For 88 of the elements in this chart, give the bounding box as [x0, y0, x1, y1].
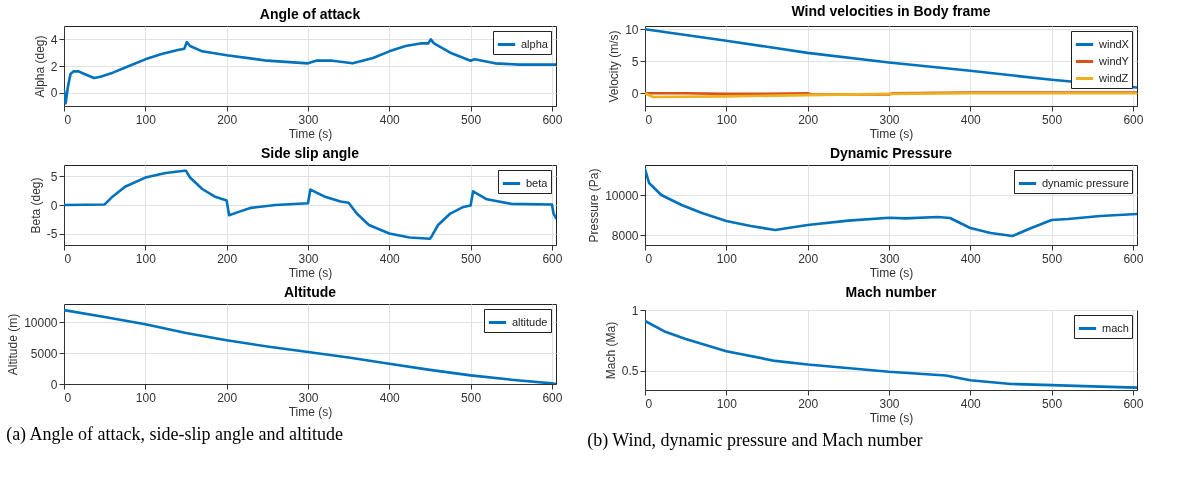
x-axis-title: Time (s) — [869, 410, 914, 425]
x-tick-label: 400 — [379, 251, 401, 266]
y-tick-label: 4 — [50, 32, 58, 47]
x-axis-title: Time (s) — [869, 265, 914, 280]
chart-title: Wind velocities in Body frame — [791, 3, 991, 20]
x-tick-label: 600 — [1123, 396, 1144, 411]
y-tick-label: 0 — [50, 198, 58, 213]
x-tick-label: 100 — [135, 251, 157, 266]
x-tick-label: 400 — [379, 390, 401, 405]
chart-title: Mach number — [845, 284, 938, 300]
x-axis-title: Time (s) — [288, 126, 333, 141]
x-tick-label: 400 — [960, 251, 982, 266]
y-tick-label: -5 — [46, 227, 58, 242]
x-tick-label: 0 — [64, 251, 72, 266]
x-axis-title: Time (s) — [869, 126, 914, 141]
x-tick-label: 0 — [645, 251, 653, 266]
x-tick-label: 500 — [461, 390, 482, 405]
legend-label: beta — [526, 176, 549, 189]
y-axis-title: Mach (Ma) — [603, 321, 618, 380]
x-tick-label: 400 — [960, 112, 982, 127]
y-tick-label: 8000 — [611, 228, 639, 243]
y-tick-label: 5000 — [30, 346, 58, 361]
chart-title: Altitude — [283, 284, 337, 300]
x-tick-label: 100 — [135, 112, 157, 127]
legend-label: alpha — [521, 37, 549, 50]
legend-label: dynamic pressure — [1042, 176, 1129, 189]
y-axis-title: Alpha (deg) — [32, 35, 47, 98]
x-tick-label: 600 — [1123, 112, 1144, 127]
y-tick-label: 2 — [50, 59, 58, 74]
legend-label: windZ — [1098, 71, 1129, 84]
legend-label: mach — [1102, 321, 1129, 334]
x-tick-label: 600 — [1123, 251, 1144, 266]
x-tick-label: 200 — [798, 251, 819, 266]
line-series — [64, 169, 556, 241]
x-tick-label: 500 — [1042, 112, 1063, 127]
legend-label: windY — [1098, 54, 1130, 67]
y-axis-title: Altitude (m) — [6, 313, 21, 376]
x-tick-label: 0 — [645, 112, 653, 127]
x-tick-label: 0 — [645, 396, 653, 411]
y-tick-label: 10 — [625, 22, 639, 37]
x-tick-label: 600 — [542, 251, 563, 266]
x-tick-label: 200 — [798, 112, 819, 127]
y-tick-label: 0 — [50, 86, 58, 101]
x-tick-label: 0 — [64, 390, 72, 405]
y-tick-label: 0.5 — [621, 364, 639, 379]
line-series — [645, 167, 1137, 238]
y-tick-label: 0 — [631, 86, 639, 101]
x-tick-label: 500 — [461, 251, 482, 266]
x-tick-label: 100 — [716, 112, 738, 127]
chart-title: Angle of attack — [259, 6, 361, 22]
y-tick-label: 5 — [631, 54, 639, 69]
y-tick-label: 1 — [631, 303, 639, 318]
y-axis-title: Velocity (m/s) — [607, 30, 622, 103]
x-tick-label: 300 — [298, 112, 319, 127]
x-tick-label: 200 — [217, 390, 238, 405]
x-tick-label: 0 — [64, 112, 72, 127]
x-axis-title: Time (s) — [288, 265, 333, 280]
y-tick-label: 10000 — [24, 315, 58, 330]
text: (b) Wind, dynamic pressure and Mach number — [587, 429, 923, 451]
x-tick-label: 100 — [716, 396, 738, 411]
x-tick-label: 200 — [798, 396, 819, 411]
y-axis-title: Beta (deg) — [28, 177, 43, 234]
x-tick-label: 300 — [879, 251, 900, 266]
x-tick-label: 600 — [542, 112, 563, 127]
y-axis-title: Pressure (Pa) — [587, 168, 602, 243]
x-tick-label: 500 — [1042, 251, 1063, 266]
chart-title: Dynamic Pressure — [829, 145, 953, 161]
x-tick-label: 300 — [298, 251, 319, 266]
x-axis-title: Time (s) — [288, 404, 333, 419]
x-tick-label: 300 — [879, 112, 900, 127]
x-tick-label: 600 — [542, 390, 563, 405]
x-tick-label: 500 — [1042, 396, 1063, 411]
y-tick-label: 0 — [50, 377, 58, 392]
x-tick-label: 500 — [461, 112, 482, 127]
x-tick-label: 200 — [217, 112, 238, 127]
text: (a) Angle of attack, side-slip angle and altitude — [6, 423, 344, 445]
chart-title: Side slip angle — [260, 145, 360, 161]
legend-label: windX — [1098, 37, 1130, 50]
legend-label: altitude — [512, 315, 548, 328]
x-tick-label: 400 — [379, 112, 401, 127]
y-tick-label: 10000 — [605, 188, 639, 203]
x-tick-label: 400 — [960, 396, 982, 411]
x-tick-label: 300 — [298, 390, 319, 405]
x-tick-label: 300 — [879, 396, 900, 411]
x-tick-label: 100 — [716, 251, 738, 266]
x-tick-label: 200 — [217, 251, 238, 266]
x-tick-label: 100 — [135, 390, 157, 405]
y-tick-label: 5 — [50, 169, 58, 184]
